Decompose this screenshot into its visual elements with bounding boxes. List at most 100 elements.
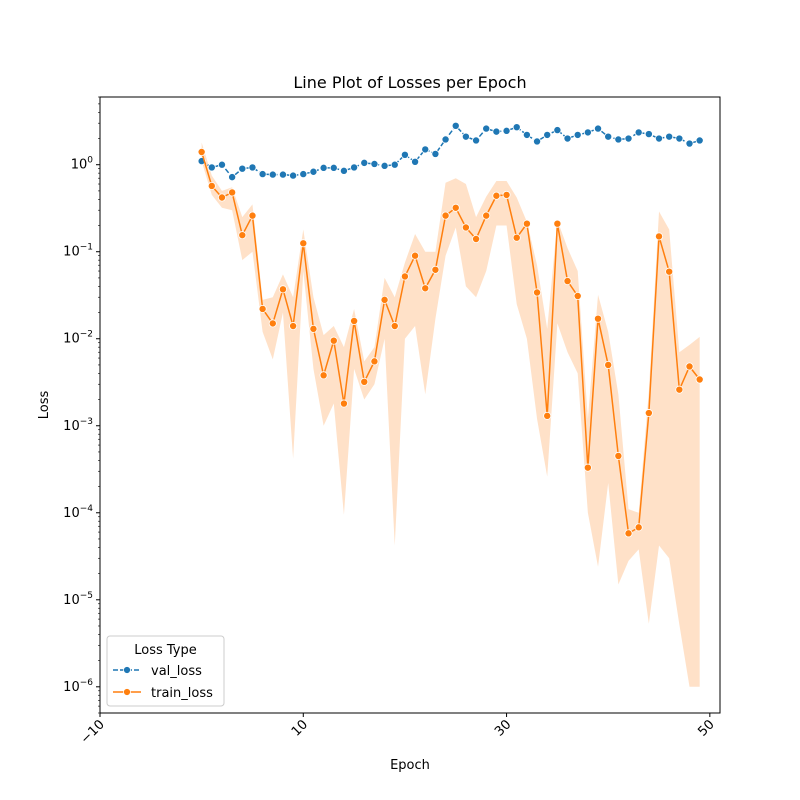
- train-loss-confidence-band: [201, 142, 700, 687]
- train-loss-line: [200, 151, 701, 535]
- val-loss-point: [258, 170, 267, 179]
- y-tick-label: 10−1: [63, 243, 93, 260]
- train-loss-point: [238, 231, 247, 240]
- val-loss-point: [228, 173, 237, 182]
- train-loss-point: [563, 277, 572, 286]
- train-loss-point: [492, 191, 501, 200]
- val-loss-point: [502, 126, 511, 135]
- val-loss-point: [400, 150, 409, 159]
- train-loss-point: [533, 288, 542, 297]
- val-loss-point: [665, 132, 674, 141]
- val-loss-point: [675, 134, 684, 143]
- train-loss-point: [350, 316, 359, 325]
- train-loss-point: [482, 211, 491, 220]
- train-loss-point: [248, 211, 257, 220]
- train-loss-point: [553, 219, 562, 228]
- train-loss-point: [614, 451, 623, 460]
- legend-box: [106, 635, 225, 707]
- val-loss-point: [248, 163, 257, 172]
- train-loss-point: [228, 188, 237, 197]
- val-loss-point: [289, 171, 298, 180]
- val-loss-point: [421, 145, 430, 154]
- y-axis-title: Loss: [37, 391, 52, 420]
- val-loss-point: [329, 163, 338, 172]
- x-axis-title: Epoch: [390, 758, 430, 773]
- train-loss-point: [421, 284, 430, 293]
- y-tick-label: 10−4: [63, 504, 93, 521]
- train-loss-point: [461, 223, 470, 232]
- chart-title: Line Plot of Losses per Epoch: [293, 73, 526, 92]
- train-loss-point: [655, 232, 664, 241]
- val-loss-point: [299, 170, 308, 179]
- legend-title: Loss Type: [134, 643, 197, 658]
- train-loss-point: [451, 203, 460, 212]
- train-loss-point: [309, 324, 318, 333]
- val-loss-point: [278, 170, 287, 179]
- val-loss-point: [695, 136, 704, 145]
- train-loss-point: [380, 295, 389, 304]
- val-loss-point: [268, 170, 277, 179]
- train-loss-point: [370, 357, 379, 366]
- val-loss-point: [655, 134, 664, 143]
- val-loss-point: [441, 135, 450, 144]
- val-loss-point: [685, 139, 694, 148]
- train-loss-point: [472, 235, 481, 244]
- y-tick-label: 10−6: [63, 678, 93, 695]
- legend-marker-train-loss: [123, 688, 131, 696]
- val-loss-point: [411, 157, 420, 166]
- val-loss-point: [390, 160, 399, 169]
- legend-label-train-loss: train_loss: [151, 686, 213, 701]
- train-loss-point: [665, 267, 674, 276]
- val-loss-point: [350, 163, 359, 172]
- val-loss-point: [319, 163, 328, 172]
- val-loss-point: [207, 163, 216, 172]
- train-loss-point: [278, 285, 287, 294]
- val-loss-point: [461, 132, 470, 141]
- val-loss-point: [431, 149, 440, 158]
- train-loss-point: [624, 529, 633, 538]
- train-loss-point: [604, 360, 613, 369]
- val-loss-point: [492, 127, 501, 136]
- y-tick-label: 10−3: [63, 417, 93, 434]
- train-loss-point: [431, 265, 440, 274]
- val-loss-point: [634, 128, 643, 137]
- val-loss-point: [360, 158, 369, 167]
- train-loss-point: [685, 362, 694, 371]
- val-loss-point: [563, 134, 572, 143]
- train-loss-point: [573, 291, 582, 300]
- val-loss-point: [604, 132, 613, 141]
- plot-area: [197, 121, 704, 687]
- val-loss-point: [583, 128, 592, 137]
- train-loss-point: [319, 371, 328, 380]
- train-loss-point: [390, 322, 399, 331]
- val-loss-point: [594, 124, 603, 133]
- val-loss-point: [512, 123, 521, 132]
- train-loss-point: [634, 523, 643, 532]
- train-loss-point: [411, 251, 420, 260]
- train-loss-point: [268, 319, 277, 328]
- val-loss-point: [472, 136, 481, 145]
- train-loss-point: [329, 336, 338, 345]
- train-loss-point: [594, 314, 603, 323]
- legend-label-val-loss: val_loss: [151, 664, 202, 679]
- legend-marker-val-loss: [123, 666, 131, 674]
- train-loss-point: [675, 385, 684, 394]
- train-loss-point: [258, 304, 267, 313]
- val-loss-point: [644, 130, 653, 139]
- train-loss-point: [512, 233, 521, 242]
- train-loss-point: [360, 377, 369, 386]
- train-loss-point: [217, 193, 226, 202]
- val-loss-point: [553, 126, 562, 135]
- train-loss-point: [502, 190, 511, 199]
- val-loss-point: [624, 134, 633, 143]
- train-loss-point: [522, 219, 531, 228]
- train-loss-point: [197, 147, 206, 156]
- val-loss-point: [380, 161, 389, 170]
- val-loss-point: [217, 160, 226, 169]
- train-loss-point: [543, 411, 552, 420]
- train-loss-point: [400, 272, 409, 281]
- val-loss-point: [339, 166, 348, 175]
- val-loss-point: [238, 164, 247, 173]
- val-loss-point: [370, 159, 379, 168]
